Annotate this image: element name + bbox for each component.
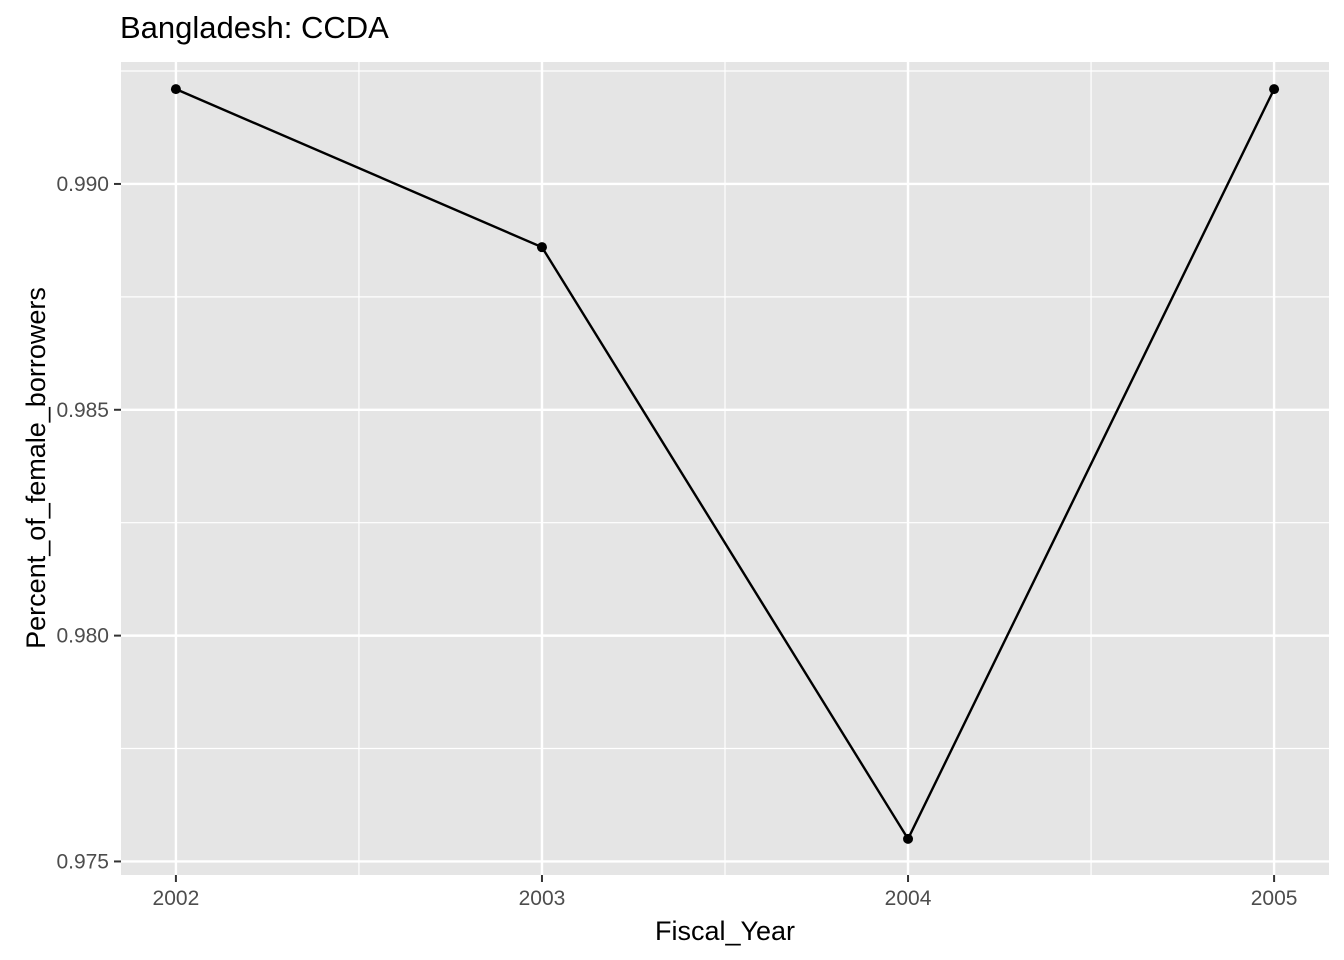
y-tick-label: 0.980 <box>56 625 109 648</box>
data-point <box>903 833 914 844</box>
x-tick-label: 2003 <box>519 887 566 910</box>
y-tick-label: 0.975 <box>56 850 109 873</box>
data-point <box>536 242 547 253</box>
data-point <box>1269 84 1280 95</box>
y-axis: 0.975 0.980 0.985 0.990 <box>56 173 121 873</box>
chart-title: Bangladesh: CCDA <box>120 10 389 45</box>
series-layer <box>170 84 1280 844</box>
data-point <box>170 84 181 95</box>
y-tick-label: 0.990 <box>56 173 109 196</box>
x-axis: 2002 2003 2004 2005 <box>153 875 1298 910</box>
x-tick-label: 2004 <box>885 887 932 910</box>
x-axis-title: Fiscal_Year <box>655 916 795 946</box>
x-tick-label: 2005 <box>1251 887 1298 910</box>
y-axis-title: Percent_of_female_borrowers <box>21 287 51 649</box>
grid-layer <box>121 62 1329 875</box>
x-tick-label: 2002 <box>153 887 200 910</box>
series-line <box>175 87 1276 842</box>
y-tick-label: 0.985 <box>56 399 109 422</box>
